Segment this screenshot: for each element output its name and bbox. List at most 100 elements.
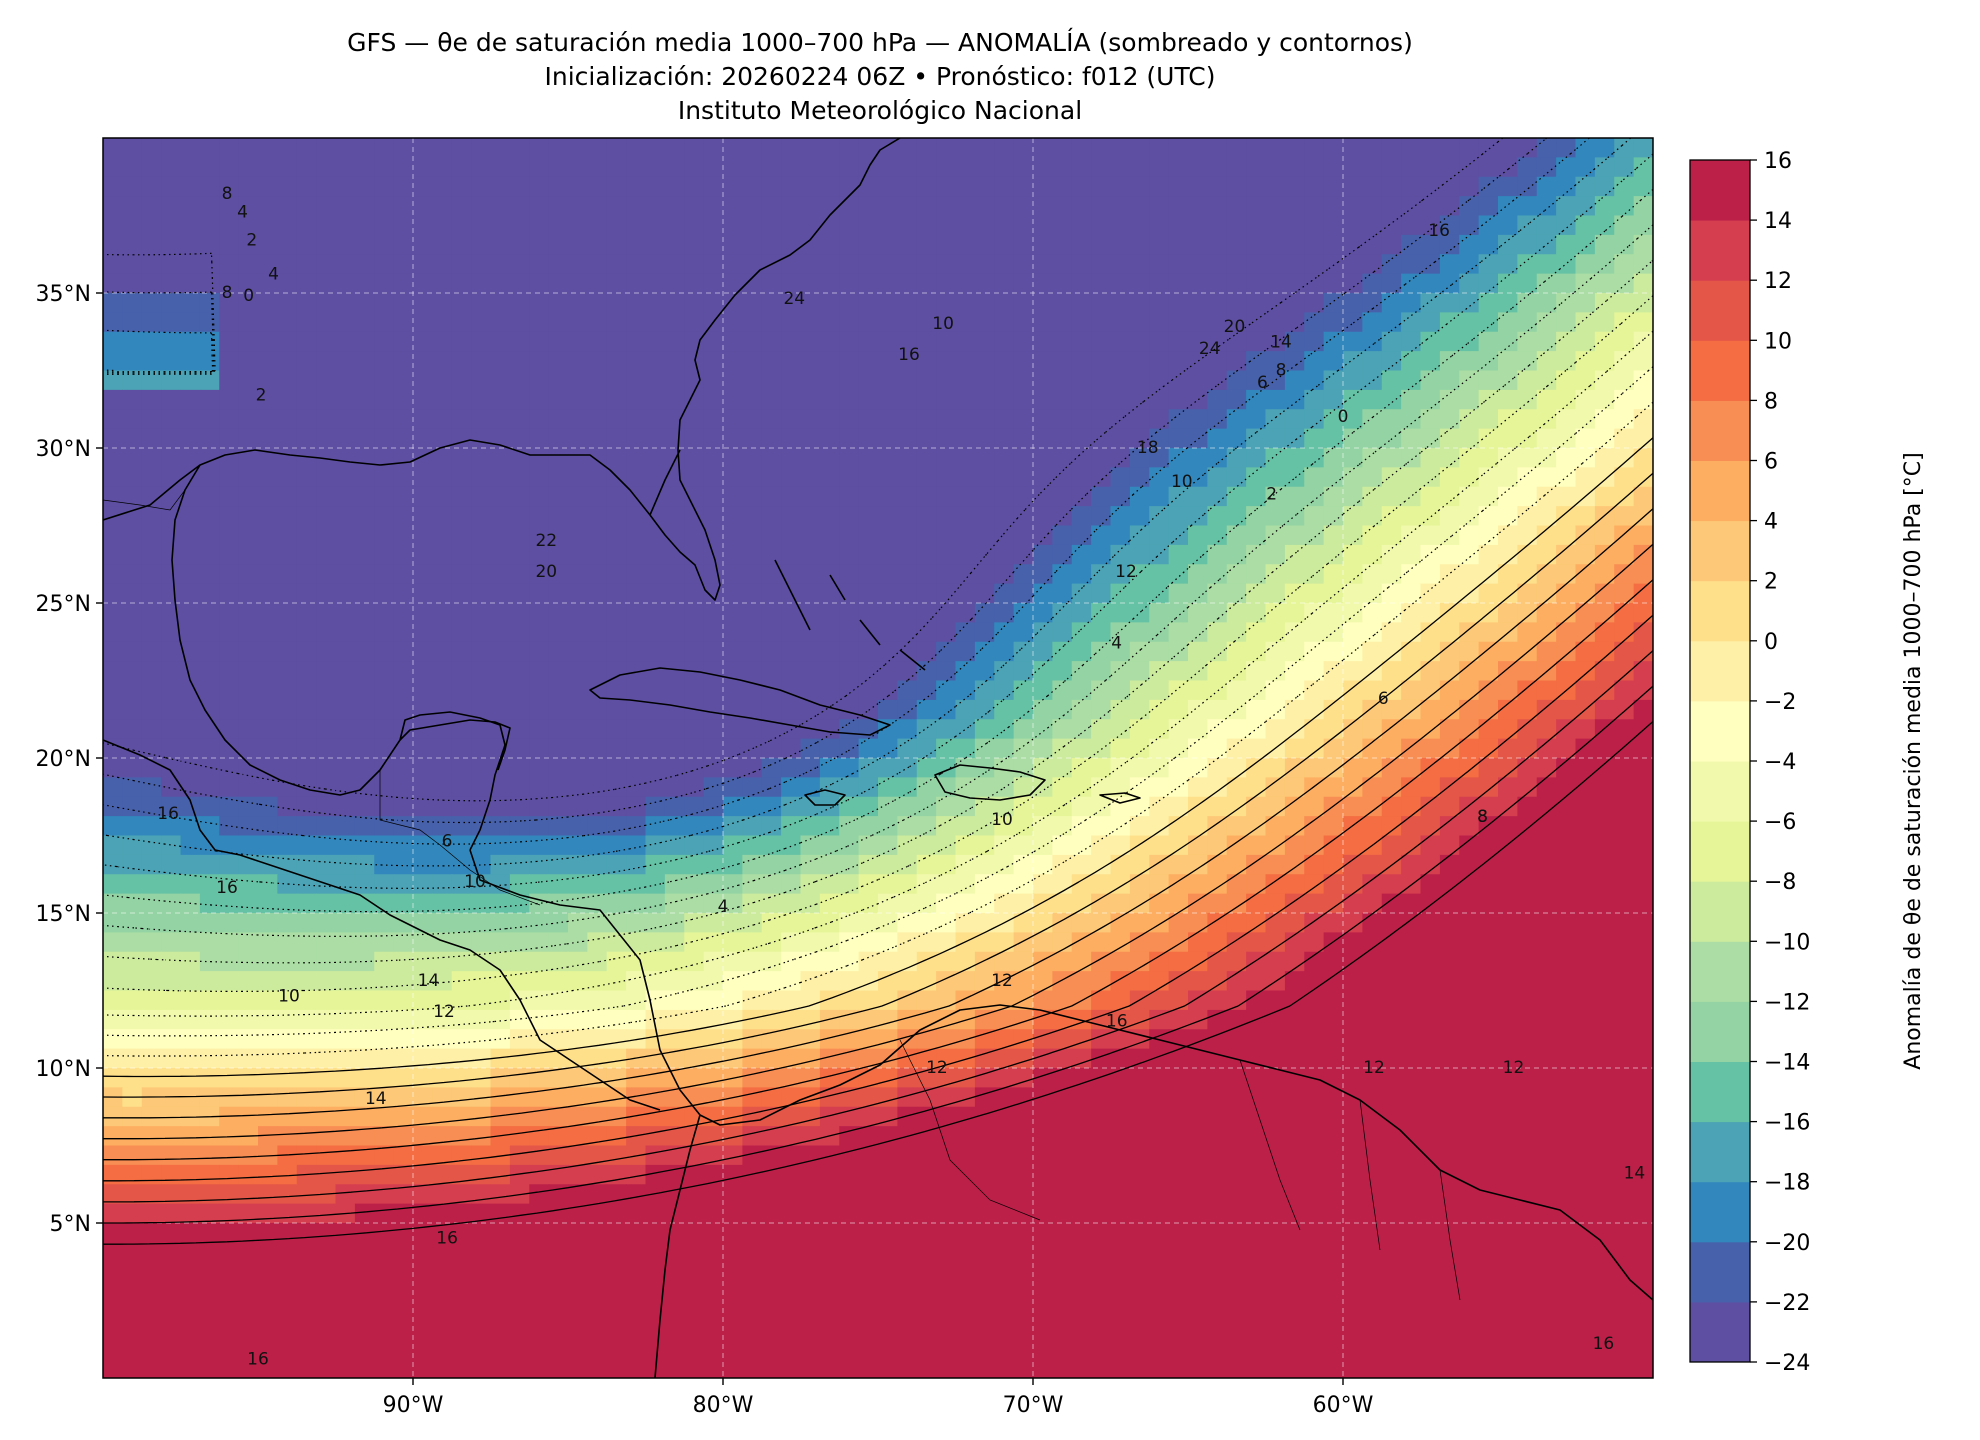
field-cell: [587, 680, 608, 701]
field-cell: [664, 506, 685, 527]
field-cell: [1517, 583, 1538, 604]
field-cell: [1439, 699, 1460, 720]
field-cell: [761, 1261, 782, 1282]
field-cell: [490, 738, 511, 759]
field-cell: [1459, 1261, 1480, 1282]
field-cell: [1381, 893, 1402, 914]
field-cell: [1188, 351, 1208, 372]
field-cell: [916, 1106, 937, 1127]
field-cell: [626, 854, 647, 875]
field-cell: [1575, 622, 1596, 643]
field-cell: [432, 157, 453, 178]
field-cell: [994, 603, 1015, 623]
field-cell: [819, 544, 840, 565]
field-cell: [335, 1048, 356, 1069]
field-cell: [1633, 835, 1653, 856]
field-cell: [897, 138, 918, 158]
field-cell: [1401, 1126, 1422, 1147]
field-cell: [1517, 312, 1538, 333]
field-cell: [568, 913, 588, 933]
field-cell: [1071, 564, 1092, 585]
field-cell: [354, 176, 375, 197]
field-cell: [1478, 583, 1499, 604]
field-cell: [1188, 525, 1208, 546]
field-cell: [1110, 971, 1131, 992]
field-cell: [1013, 157, 1034, 178]
field-cell: [354, 641, 375, 662]
chart-subtitle-institute: Instituto Meteorológico Nacional: [677, 96, 1083, 125]
field-cell: [1498, 854, 1518, 875]
field-cell: [742, 816, 763, 837]
field-cell: [761, 564, 782, 585]
field-cell: [1226, 1184, 1247, 1205]
field-cell: [1284, 254, 1305, 275]
field-cell: [180, 854, 201, 875]
field-cell: [432, 1319, 453, 1340]
field-cell: [1498, 157, 1518, 178]
field-cell: [1188, 699, 1208, 720]
field-cell: [509, 641, 530, 662]
field-cell: [258, 486, 278, 507]
field-cell: [897, 506, 918, 527]
field-cell: [103, 951, 123, 972]
field-cell: [587, 932, 608, 953]
field-cell: [1226, 1164, 1247, 1185]
field-cell: [897, 1068, 918, 1088]
field-cell: [296, 603, 317, 623]
field-cell: [1091, 409, 1112, 430]
field-cell: [839, 196, 860, 217]
field-cell: [1304, 428, 1325, 449]
field-cell: [548, 157, 569, 178]
field-cell: [568, 661, 588, 682]
field-cell: [1091, 1029, 1112, 1050]
field-cell: [858, 544, 879, 565]
field-cell: [955, 583, 976, 604]
field-cell: [1517, 1106, 1538, 1127]
field-cell: [296, 273, 317, 294]
field-cell: [568, 758, 588, 778]
field-cell: [742, 583, 763, 604]
field-cell: [839, 331, 860, 352]
field-cell: [587, 1319, 608, 1340]
field-cell: [645, 796, 666, 817]
field-cell: [761, 157, 782, 178]
field-cell: [1498, 758, 1518, 778]
field-cell: [1168, 312, 1189, 333]
field-cell: [1129, 913, 1150, 933]
field-cell: [1498, 448, 1518, 468]
field-cell: [199, 699, 220, 720]
field-cell: [664, 835, 685, 856]
field-cell: [994, 874, 1015, 895]
field-cell: [974, 1145, 995, 1166]
field-cell: [1071, 448, 1092, 468]
field-cell: [490, 331, 511, 352]
field-cell: [1343, 1048, 1363, 1069]
field-cell: [1129, 1048, 1150, 1069]
field-cell: [1556, 157, 1577, 178]
field-cell: [1362, 428, 1383, 449]
field-cell: [568, 1009, 588, 1030]
field-cell: [413, 506, 433, 527]
field-cell: [432, 467, 453, 488]
field-cell: [1265, 1203, 1286, 1224]
field-cell: [839, 1203, 860, 1224]
field-cell: [451, 389, 472, 410]
field-cell: [413, 1009, 433, 1030]
field-cell: [1188, 293, 1208, 313]
field-cell: [1323, 1126, 1344, 1147]
field-cell: [1556, 1281, 1577, 1302]
field-cell: [684, 1048, 705, 1069]
field-cell: [1033, 351, 1053, 372]
field-cell: [626, 196, 647, 217]
field-cell: [878, 738, 898, 759]
field-cell: [568, 254, 588, 275]
field-cell: [781, 1048, 802, 1069]
field-cell: [1033, 583, 1053, 604]
field-cell: [1091, 1319, 1112, 1340]
field-cell: [335, 854, 356, 875]
field-cell: [1498, 564, 1518, 585]
field-cell: [1013, 467, 1034, 488]
field-cell: [684, 1242, 705, 1263]
field-cell: [897, 1145, 918, 1166]
field-cell: [1556, 777, 1577, 798]
